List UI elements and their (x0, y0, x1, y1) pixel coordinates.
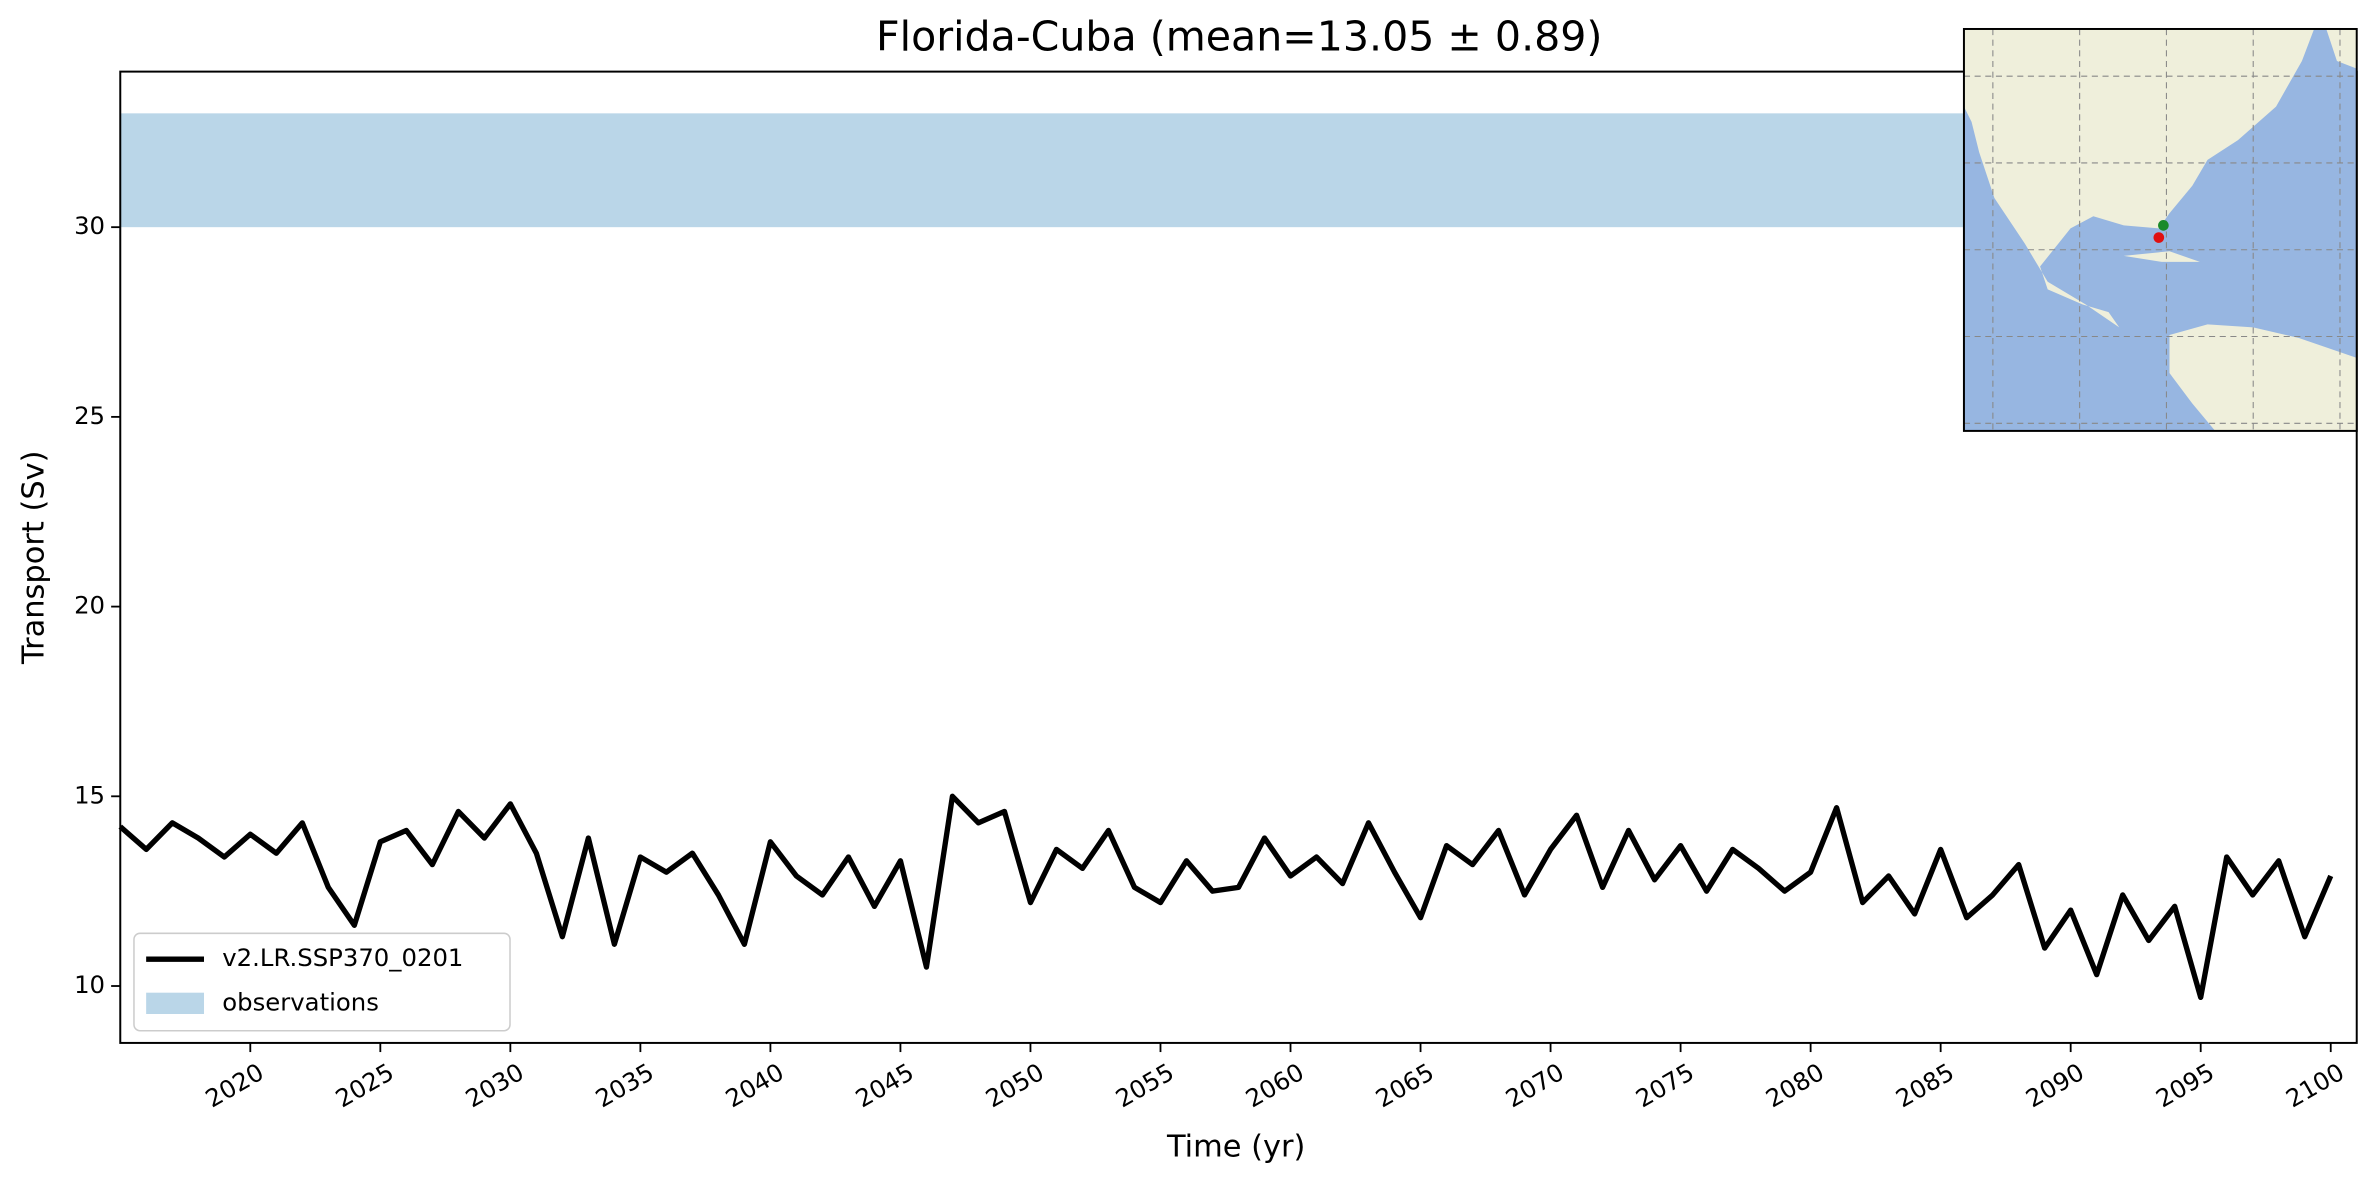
map-frame (1962, 27, 2358, 432)
legend-box (133, 932, 511, 1032)
map-land-europe (2326, 28, 2357, 69)
x-tick-label: 2040 (721, 1057, 789, 1113)
legend: v2.LR.SSP370_0201 observations (133, 932, 511, 1032)
legend-label: observations (222, 987, 379, 1016)
x-tick-label: 2065 (1371, 1057, 1439, 1113)
x-tick-label: 2060 (1241, 1057, 1309, 1113)
map-land-caribbean (2123, 251, 2200, 262)
x-tick-label: 2020 (200, 1057, 268, 1113)
map-gridlines (1963, 28, 2357, 431)
map-marker-florida (2158, 220, 2169, 231)
map-land-south-america (2169, 324, 2357, 431)
y-axis-label: Transport (Sv) (17, 450, 52, 665)
x-tick-label: 2100 (2281, 1057, 2349, 1113)
y-tick-label: 30 (74, 211, 105, 240)
axes-frame (119, 70, 2358, 1044)
x-tick-label: 2050 (981, 1057, 1049, 1113)
x-tick-label: 2030 (460, 1057, 528, 1113)
x-tick-label: 2035 (591, 1057, 659, 1113)
map-marker-cuba (2153, 232, 2165, 243)
x-tick-label: 2025 (330, 1057, 398, 1113)
x-axis-label: Time (yr) (1166, 1129, 1305, 1164)
x-tick-label: 2095 (2151, 1057, 2219, 1113)
y-tick-label: 25 (74, 401, 105, 430)
x-tick-label: 2055 (1111, 1057, 1179, 1113)
x-tick-label: 2075 (1631, 1057, 1699, 1113)
x-tick-label: 2085 (1891, 1057, 1959, 1113)
legend-label: v2.LR.SSP370_0201 (222, 943, 463, 972)
legend-swatch (146, 992, 205, 1014)
x-tick-label: 2045 (851, 1057, 919, 1113)
x-tick-label: 2080 (1761, 1057, 1829, 1113)
map-land-north-america (1963, 28, 2315, 328)
chart-title: Florida-Cuba (mean=13.05 ± 0.89) (876, 13, 1602, 61)
y-tick-label: 20 (74, 591, 105, 620)
y-tick-label: 10 (74, 970, 105, 999)
inset-map (1962, 27, 2358, 432)
x-tick-label: 2090 (2021, 1057, 2089, 1113)
y-tick-label: 15 (74, 780, 105, 809)
series-line (118, 793, 2334, 1001)
x-tick-label: 2070 (1501, 1057, 1569, 1113)
